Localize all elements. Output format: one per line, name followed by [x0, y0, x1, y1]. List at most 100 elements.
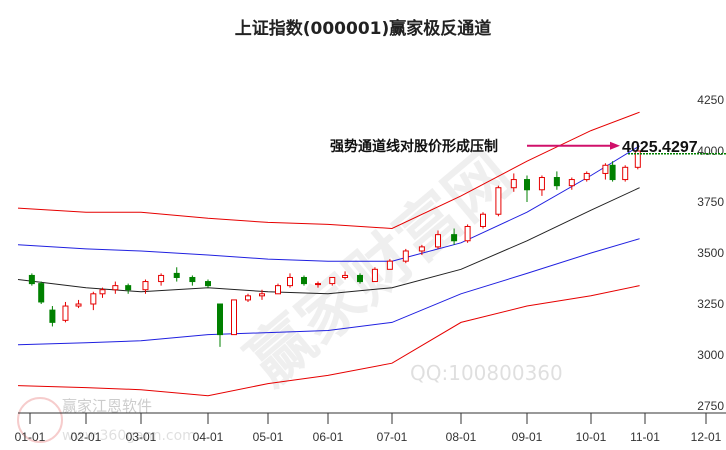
arrow-head-icon [610, 141, 620, 150]
candle [112, 281, 119, 294]
candle-body [315, 283, 321, 286]
candle-body [205, 281, 211, 287]
band-upper-inner [17, 145, 640, 262]
candle-body [568, 179, 575, 187]
candle-body [386, 260, 393, 270]
candle-body [28, 274, 35, 285]
y-tick-label: 4250 [697, 93, 724, 107]
candle-body [510, 179, 517, 189]
candle [301, 275, 307, 286]
x-tick-label: 08-01 [446, 430, 477, 444]
watermark-qq: QQ:100800360 [410, 361, 563, 385]
annotation-value: 4025.4297 [622, 139, 698, 156]
candle [205, 279, 211, 288]
y-tick-label: 3250 [697, 297, 724, 311]
watermark-seal [17, 397, 63, 443]
y-tick-label: 2750 [697, 399, 724, 413]
candle [259, 289, 265, 300]
candle-body [464, 225, 471, 242]
candle-body [402, 250, 409, 262]
candle [287, 273, 293, 288]
candle-body [259, 293, 265, 297]
candle-body [622, 166, 629, 181]
candle [275, 283, 281, 295]
x-tick-label: 11-01 [630, 430, 660, 444]
candle-body [112, 285, 119, 291]
candle [622, 165, 629, 182]
candle-body [602, 164, 609, 174]
candle [125, 283, 132, 294]
candle-body [418, 246, 425, 252]
candle [609, 161, 616, 182]
candle-body [480, 213, 486, 227]
candle [480, 212, 486, 229]
candle-body [189, 276, 196, 283]
band-upper-outer [17, 111, 640, 230]
y-tick-label: 4000 [697, 144, 724, 158]
candle-body [634, 150, 641, 168]
candle [315, 281, 321, 288]
candle-body [329, 276, 336, 285]
watermark-url: www.360gann.com [62, 428, 196, 444]
annotation-text: 强势通道线对股价形成压制 [330, 138, 498, 155]
y-tick-label: 3000 [697, 348, 724, 362]
y-tick-label: 3500 [697, 246, 724, 260]
candle-body [90, 293, 97, 305]
candle [28, 273, 35, 286]
candle [602, 163, 609, 180]
band-lower-outer [17, 285, 640, 397]
candle-body [231, 299, 237, 336]
candle [464, 224, 471, 243]
candle [538, 175, 545, 196]
x-tick-label: 07-01 [377, 430, 408, 444]
candle-body [553, 177, 560, 187]
candle [371, 267, 378, 283]
x-tick-label: 06-01 [313, 430, 344, 444]
candle [142, 279, 149, 294]
candle-body [275, 285, 281, 295]
candle [49, 306, 56, 327]
candle-body [342, 274, 349, 278]
candle [418, 244, 425, 256]
candle [99, 287, 106, 298]
candle [38, 281, 45, 304]
x-tick-label: 02-01 [71, 430, 102, 444]
candle [510, 173, 517, 192]
y-tick-label: 3750 [697, 195, 724, 209]
x-tick-label: 03-01 [126, 430, 157, 444]
candle [435, 230, 441, 249]
candle [189, 275, 196, 286]
candle [245, 293, 251, 302]
x-tick-label: 12-01 [691, 430, 722, 444]
candle [158, 273, 165, 286]
candle-body [217, 303, 223, 336]
candle-body [495, 187, 502, 215]
candle [402, 248, 409, 264]
candle-body [142, 281, 149, 291]
candle [495, 185, 502, 217]
x-tick-label: 10-01 [576, 430, 607, 444]
band-lower-inner [17, 238, 640, 346]
candle-body [287, 276, 293, 287]
candle-body [301, 276, 307, 285]
candle [568, 177, 575, 190]
candle-body [62, 305, 69, 321]
candle-body [75, 303, 82, 307]
candle [231, 299, 237, 336]
candle-body [435, 234, 441, 248]
candle-body [524, 179, 530, 191]
x-tick-label: 09-01 [512, 430, 543, 444]
candle-body [357, 274, 363, 283]
candle [217, 303, 223, 347]
candle-body [158, 274, 165, 283]
candle [357, 273, 363, 284]
candle-body [49, 309, 56, 323]
candle-body [245, 295, 251, 301]
candle [329, 276, 336, 286]
chart-title: 上证指数(000001)赢家极反通道 [234, 19, 492, 39]
candle-body [38, 283, 45, 303]
x-tick-label: 05-01 [253, 430, 284, 444]
candle [173, 267, 180, 282]
x-tick-label: 01-01 [15, 430, 46, 444]
